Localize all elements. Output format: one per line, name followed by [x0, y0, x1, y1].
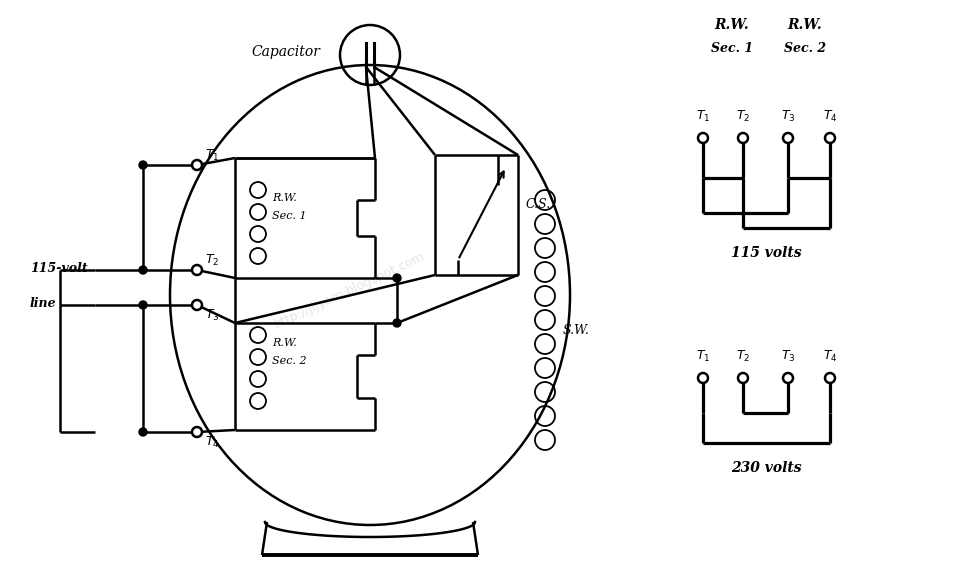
Circle shape	[783, 133, 793, 143]
Text: line: line	[30, 297, 57, 310]
Text: $T_3$: $T_3$	[205, 308, 219, 323]
Circle shape	[139, 428, 147, 436]
Circle shape	[738, 133, 748, 143]
Text: $T_3$: $T_3$	[781, 108, 796, 124]
Text: R.W.: R.W.	[788, 18, 822, 32]
Text: R.W.: R.W.	[272, 193, 296, 203]
Circle shape	[698, 373, 708, 383]
Circle shape	[139, 161, 147, 169]
Text: R.W.: R.W.	[272, 338, 296, 348]
Text: S.W.: S.W.	[563, 324, 590, 336]
Circle shape	[192, 160, 202, 170]
Text: 230 volts: 230 volts	[730, 461, 801, 475]
Text: $T_1$: $T_1$	[205, 148, 219, 163]
Circle shape	[738, 373, 748, 383]
Circle shape	[192, 300, 202, 310]
Text: 115 volts: 115 volts	[730, 246, 801, 260]
Circle shape	[698, 133, 708, 143]
Circle shape	[139, 301, 147, 309]
Circle shape	[139, 266, 147, 274]
Text: Sec. 2: Sec. 2	[784, 41, 826, 55]
Text: Sec. 2: Sec. 2	[272, 356, 306, 366]
Text: http://jijyam.blogspot.com: http://jijyam.blogspot.com	[273, 249, 427, 331]
Text: $T_4$: $T_4$	[205, 435, 219, 450]
Circle shape	[393, 319, 401, 327]
Text: 115-volt: 115-volt	[30, 262, 88, 275]
Circle shape	[825, 133, 835, 143]
Text: $T_4$: $T_4$	[823, 108, 838, 124]
Text: $T_2$: $T_2$	[205, 253, 219, 268]
Circle shape	[192, 265, 202, 275]
Text: $T_4$: $T_4$	[823, 348, 838, 364]
Circle shape	[783, 373, 793, 383]
Circle shape	[393, 274, 401, 282]
Text: $T_1$: $T_1$	[696, 348, 710, 364]
Circle shape	[192, 427, 202, 437]
Text: $T_1$: $T_1$	[696, 108, 710, 124]
Text: Capacitor: Capacitor	[252, 45, 320, 59]
Circle shape	[825, 373, 835, 383]
Text: $T_3$: $T_3$	[781, 348, 796, 364]
Text: Sec. 1: Sec. 1	[711, 41, 753, 55]
Text: R.W.: R.W.	[715, 18, 750, 32]
Text: Sec. 1: Sec. 1	[272, 211, 306, 221]
Text: C.S.: C.S.	[526, 198, 551, 211]
Text: $T_2$: $T_2$	[736, 108, 750, 124]
Text: $T_2$: $T_2$	[736, 348, 750, 364]
